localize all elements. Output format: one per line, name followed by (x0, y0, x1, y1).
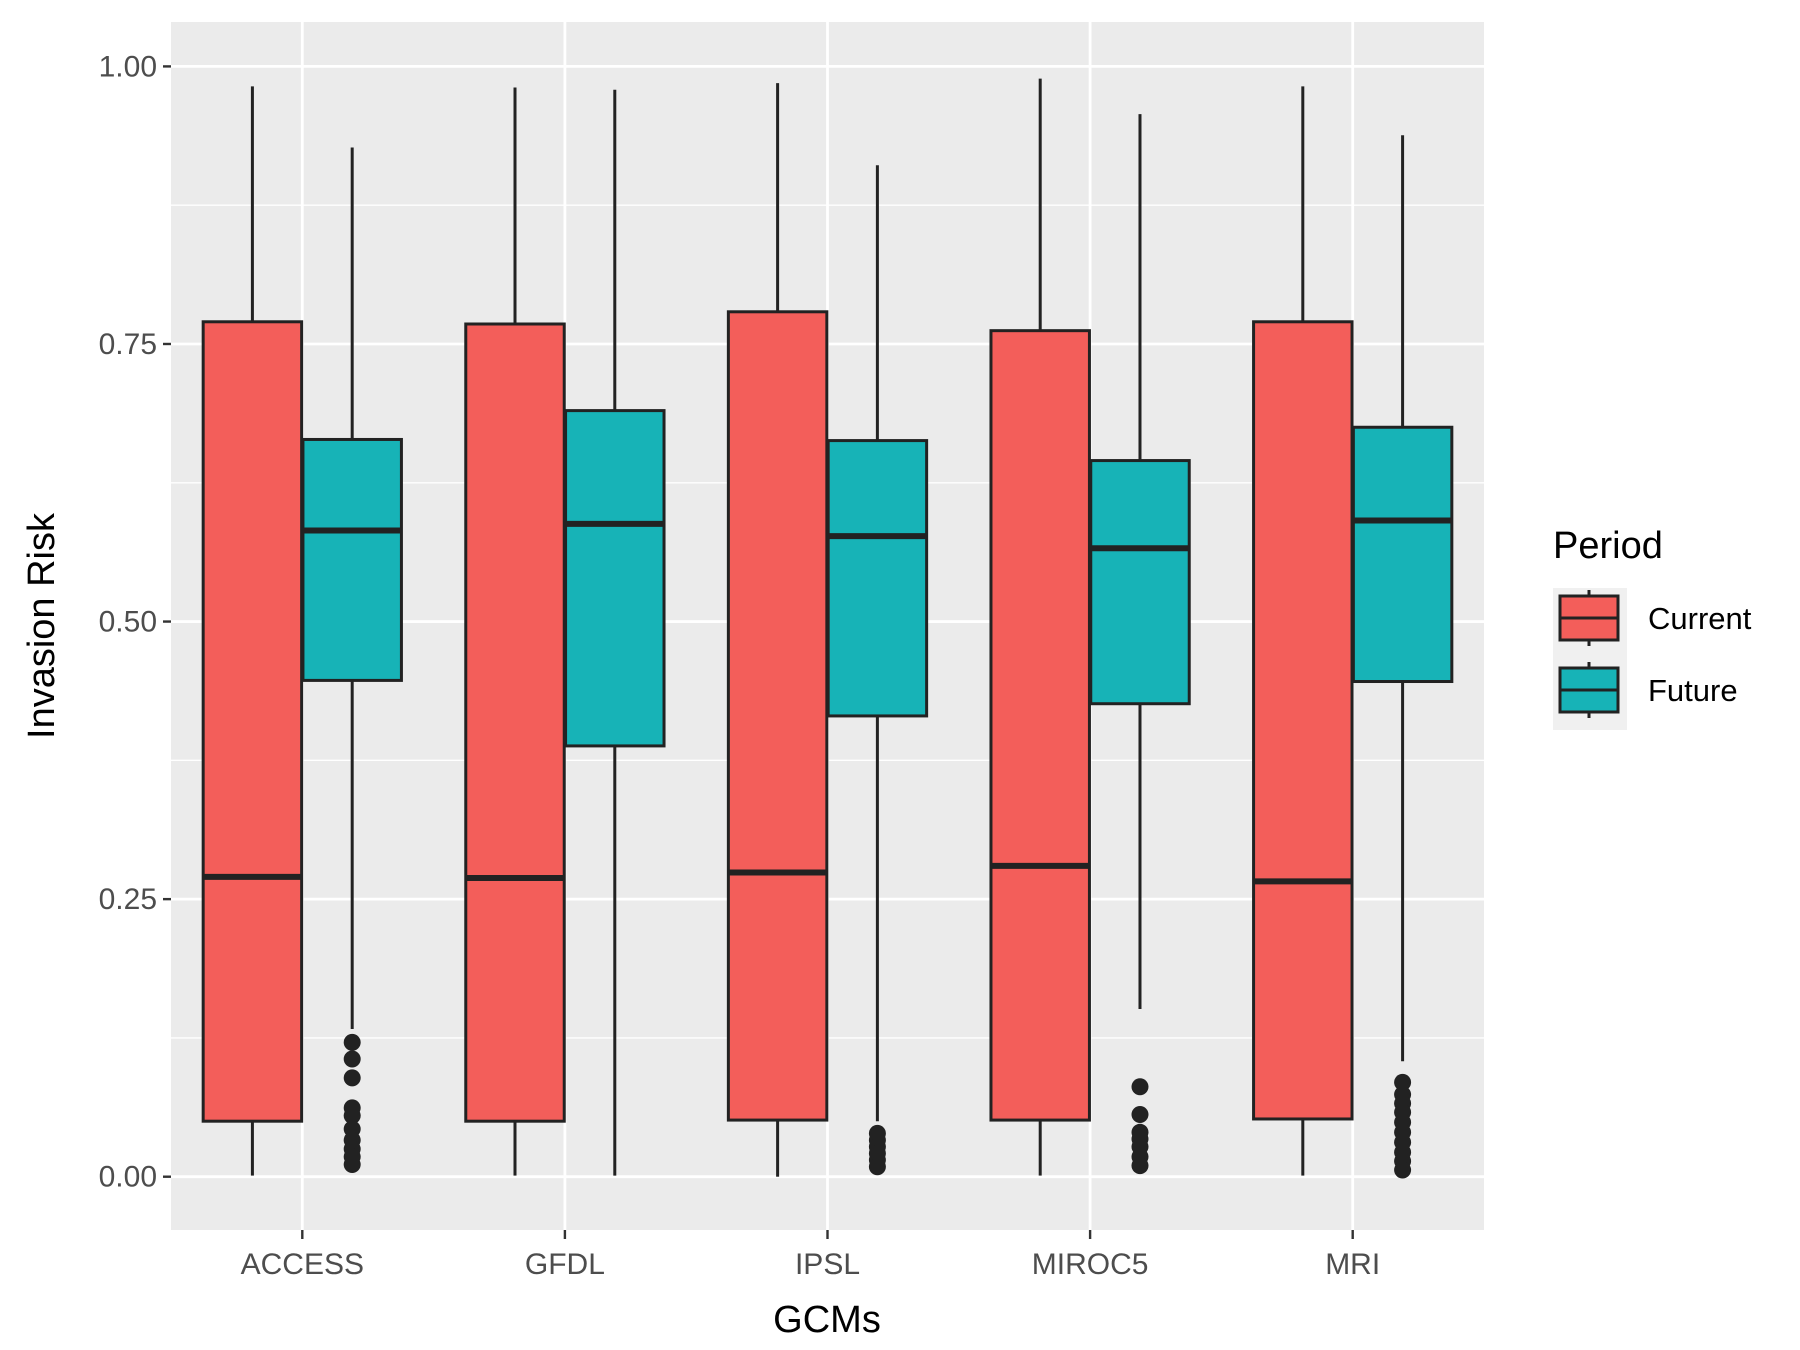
box-iqr (564, 409, 666, 748)
outlier-point (1394, 1073, 1412, 1091)
y-tick-label: 0.50 (99, 606, 157, 639)
legend: Period Current Future (1553, 525, 1752, 730)
box-iqr (726, 310, 829, 1122)
box-current-gfdl (464, 87, 566, 1176)
x-axis-title: GCMs (773, 1299, 881, 1341)
boxes-layer (201, 78, 1454, 1179)
box-iqr (1252, 320, 1354, 1121)
outlier-point (343, 1069, 361, 1087)
outlier-point (1394, 1161, 1412, 1179)
box-future-access (301, 147, 403, 1173)
legend-label: Future (1648, 673, 1738, 708)
x-tick-label: GFDL (525, 1248, 605, 1281)
legend-item-future: Future (1558, 662, 1738, 718)
legend-item-current: Current (1558, 590, 1752, 646)
y-tick-label: 0.25 (99, 883, 157, 916)
outlier-point (343, 1107, 361, 1125)
y-axis: 0.00 0.25 0.50 0.75 1.00 (99, 50, 171, 1194)
outlier-point (1131, 1157, 1149, 1175)
x-axis: ACCESS GFDL IPSL MIROC5 MRI (241, 1230, 1380, 1281)
legend-label: Current (1648, 601, 1752, 636)
box-current-ipsl (726, 83, 829, 1177)
box-current-mri (1252, 86, 1354, 1176)
box-iqr (464, 322, 566, 1123)
y-tick-label: 0.00 (99, 1161, 157, 1194)
x-tick-label: MIROC5 (1032, 1248, 1149, 1281)
outlier-point (343, 1050, 361, 1068)
box-future-ipsl (826, 165, 929, 1176)
outlier-point (1131, 1078, 1149, 1096)
box-iqr (1089, 459, 1191, 706)
x-tick-label: IPSL (795, 1248, 860, 1281)
box-future-gfdl (564, 89, 666, 1176)
box-current-access (201, 86, 304, 1176)
box-iqr (989, 329, 1091, 1122)
outlier-point (343, 1155, 361, 1173)
x-tick-label: MRI (1325, 1248, 1380, 1281)
y-tick-label: 0.75 (99, 328, 157, 361)
outlier-point (868, 1158, 886, 1176)
box-future-mri (1351, 135, 1454, 1179)
outlier-point (1131, 1106, 1149, 1124)
y-tick-label: 1.00 (99, 50, 157, 83)
box-iqr (301, 437, 403, 682)
box-current-miroc5 (989, 78, 1091, 1176)
box-iqr (826, 439, 929, 718)
x-tick-label: ACCESS (241, 1248, 364, 1281)
box-future-miroc5 (1089, 114, 1191, 1175)
legend-title: Period (1553, 525, 1663, 567)
box-iqr (1351, 425, 1454, 684)
outlier-point (343, 1033, 361, 1051)
y-axis-title: Invasion Risk (21, 512, 63, 739)
box-iqr (201, 320, 304, 1123)
